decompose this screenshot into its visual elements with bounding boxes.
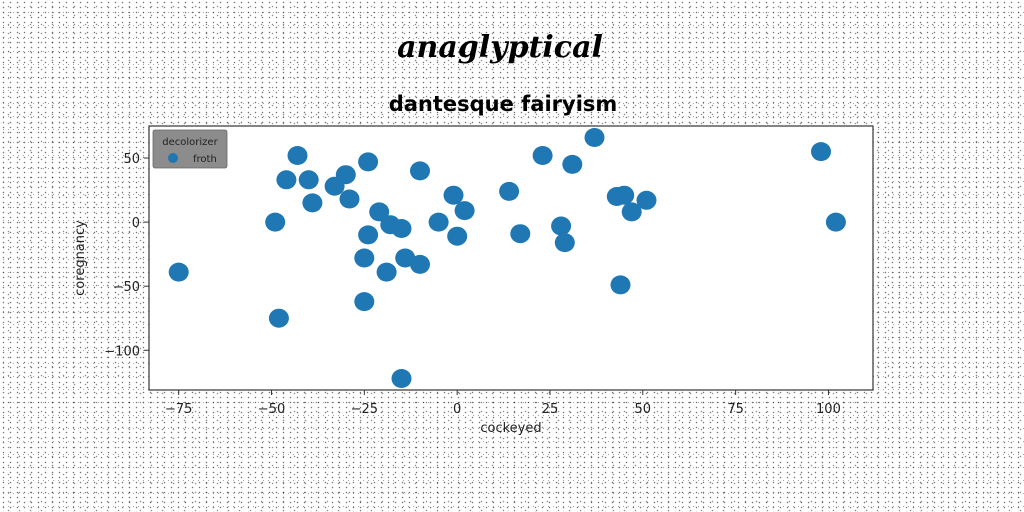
scatter-point	[562, 155, 582, 174]
scatter-point	[826, 213, 846, 232]
scatter-point	[444, 186, 464, 205]
scatter-point	[392, 369, 412, 388]
scatter-point	[410, 255, 430, 274]
y-axis-label: coregnancy	[73, 220, 88, 296]
x-axis-label: cockeyed	[480, 421, 541, 436]
legend-marker	[168, 153, 178, 163]
scatter-point	[811, 142, 831, 161]
y-tick-label: −50	[113, 280, 140, 295]
scatter-point	[555, 233, 575, 252]
plot-area	[149, 126, 873, 390]
scatter-point	[533, 146, 553, 165]
scatter-point	[585, 128, 605, 147]
scatter-point	[410, 161, 430, 180]
scatter-point	[429, 213, 449, 232]
scatter-point	[354, 249, 374, 268]
scatter-point	[288, 146, 308, 165]
scatter-point	[447, 227, 467, 246]
scatter-point	[302, 193, 322, 212]
scatter-point	[614, 186, 634, 205]
y-tick-label: 0	[132, 216, 140, 231]
legend-label: froth	[193, 154, 217, 165]
x-tick-label: −50	[258, 402, 285, 417]
scatter-point	[340, 190, 360, 209]
scatter-point	[169, 263, 189, 282]
legend: decolorizer froth	[153, 130, 227, 168]
scatter-point	[354, 292, 374, 311]
y-axis: 50 0 −50 −100	[104, 152, 149, 359]
y-tick-label: −100	[104, 344, 140, 359]
scatter-point	[499, 182, 519, 201]
scatter-point	[265, 213, 285, 232]
y-tick-label: 50	[123, 152, 140, 167]
x-tick-label: −75	[165, 402, 192, 417]
chart-suptitle: anaglyptical	[397, 30, 603, 65]
x-axis: −75 −50 −25 0 25 50 75 100	[165, 390, 841, 417]
x-tick-label: −25	[351, 402, 378, 417]
x-tick-label: 0	[453, 402, 461, 417]
scatter-point	[276, 170, 296, 189]
scatter-point	[358, 225, 378, 244]
scatter-point	[336, 165, 356, 184]
scatter-point	[299, 170, 319, 189]
legend-title: decolorizer	[162, 137, 218, 148]
scatter-point	[358, 152, 378, 171]
scatter-point	[455, 201, 475, 220]
scatter-point	[377, 263, 397, 282]
scatter-point	[637, 191, 657, 210]
scatter-point	[551, 217, 571, 236]
x-tick-label: 25	[542, 402, 559, 417]
x-tick-label: 50	[635, 402, 652, 417]
scatter-point	[611, 275, 631, 294]
chart-title: dantesque fairyism	[389, 92, 618, 116]
x-tick-label: 100	[816, 402, 841, 417]
x-tick-label: 75	[727, 402, 744, 417]
scatter-point	[269, 309, 289, 328]
scatter-point	[510, 224, 530, 243]
scatter-point	[392, 219, 412, 238]
